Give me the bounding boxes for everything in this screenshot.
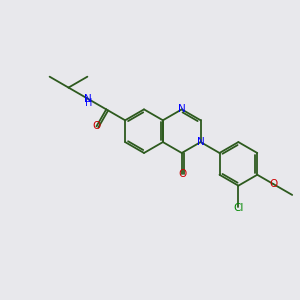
Text: O: O — [92, 122, 101, 131]
Text: N: N — [85, 94, 92, 104]
Text: H: H — [85, 98, 92, 108]
Text: Cl: Cl — [233, 203, 244, 214]
Text: O: O — [178, 169, 187, 179]
Text: O: O — [269, 179, 278, 189]
Text: N: N — [197, 137, 205, 147]
Text: N: N — [178, 104, 186, 114]
